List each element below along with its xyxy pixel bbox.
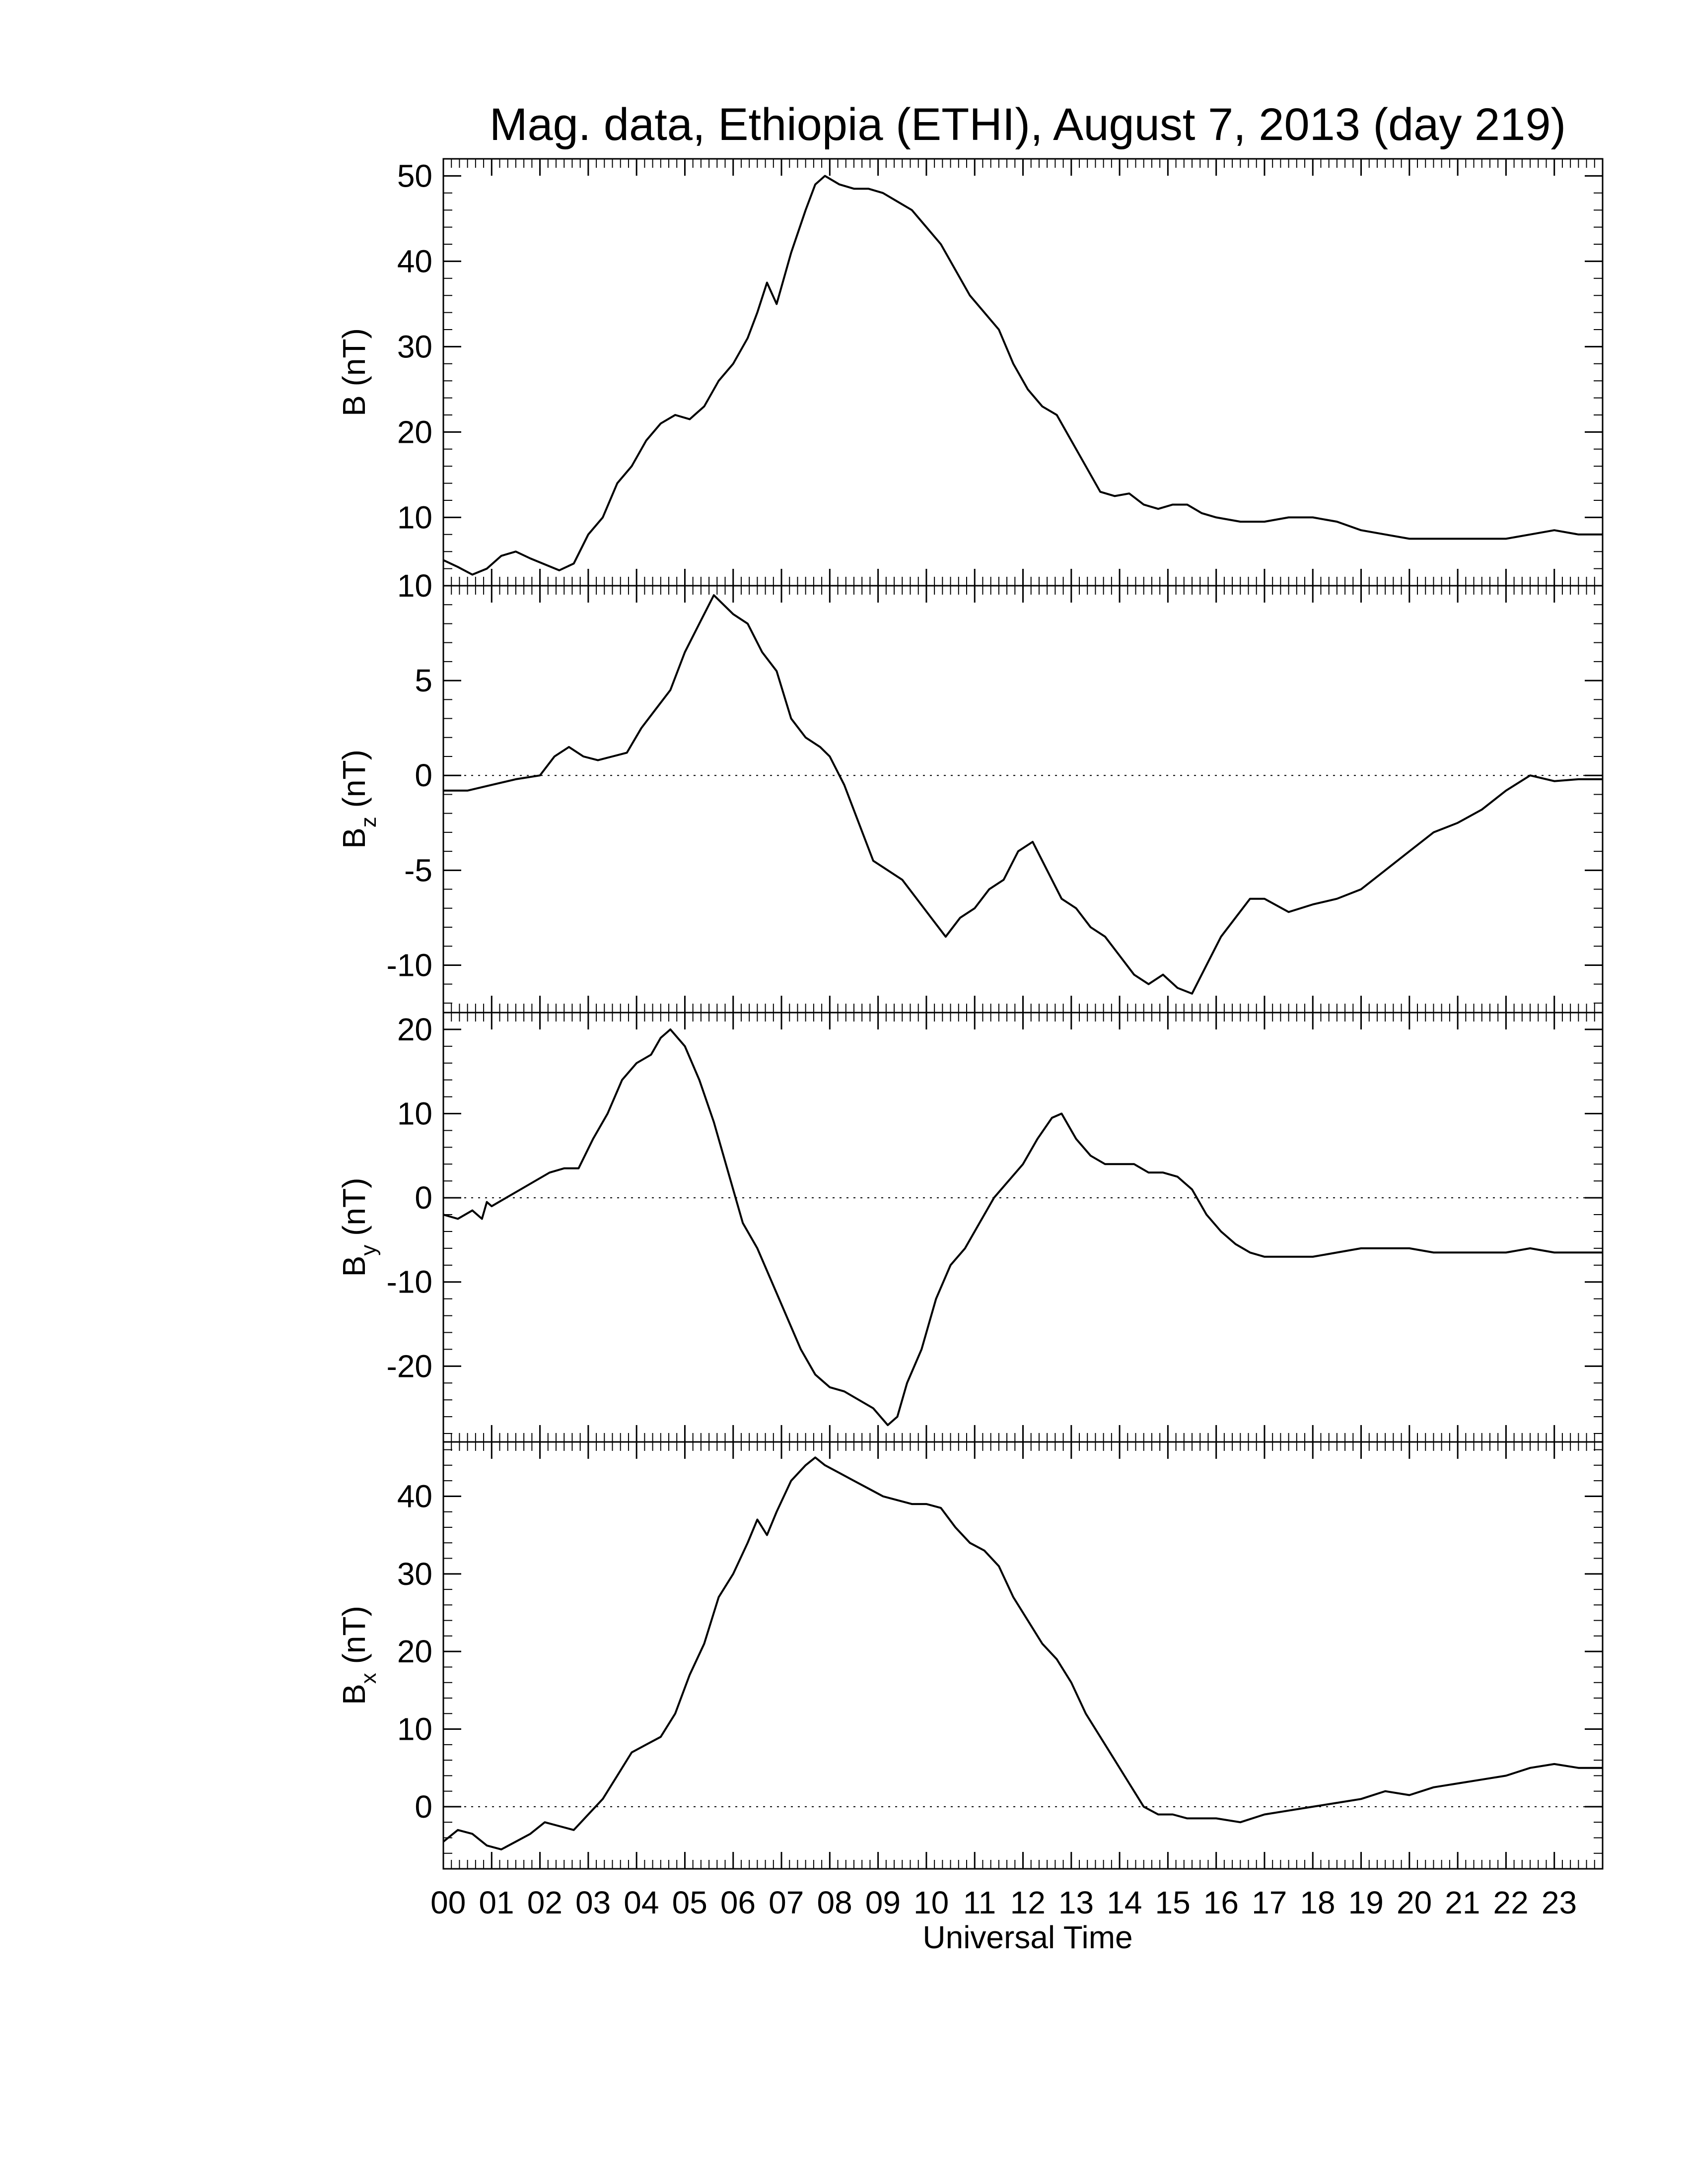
x-tick-label: 02 — [527, 1885, 563, 1920]
x-tick-label: 09 — [865, 1885, 901, 1920]
y-tick-label: 0 — [415, 1789, 432, 1825]
x-tick-label: 01 — [479, 1885, 514, 1920]
y-tick-label: 10 — [397, 1711, 432, 1747]
x-tick-label: 16 — [1203, 1885, 1239, 1920]
x-tick-label: 04 — [624, 1885, 659, 1920]
x-tick-label: 12 — [1010, 1885, 1046, 1920]
x-tick-label: 06 — [720, 1885, 756, 1920]
y-axis-label: By (nT) — [336, 1178, 381, 1277]
x-tick-label: 10 — [914, 1885, 949, 1920]
panel-Bz: -10 -5 0 5 10 Bz (nT) — [336, 568, 1604, 1014]
y-tick-label: -5 — [404, 852, 432, 888]
y-tick-label: 10 — [397, 499, 432, 535]
x-tick-label: 18 — [1300, 1885, 1335, 1920]
panel-frame — [442, 585, 1604, 1014]
y-tick-label: -20 — [387, 1348, 433, 1384]
panel-frame — [442, 1441, 1604, 1870]
y-tick-label: -10 — [387, 947, 433, 983]
x-tick-label: 03 — [575, 1885, 611, 1920]
panel-Bx: 0 10 20 30 40 Bx (nT) — [336, 1441, 1604, 1870]
x-tick-label: 07 — [769, 1885, 804, 1920]
y-tick-label: -10 — [387, 1264, 433, 1300]
y-tick-label: 10 — [397, 1096, 432, 1132]
panel-frame — [442, 1012, 1604, 1443]
x-tick-label: 23 — [1542, 1885, 1577, 1920]
y-axis-label: Bz (nT) — [336, 750, 381, 849]
y-tick-label: 20 — [397, 1012, 432, 1047]
y-axis-label: Bx (nT) — [336, 1606, 381, 1705]
panel-frame — [442, 158, 1604, 587]
x-tick-label: 21 — [1445, 1885, 1480, 1920]
y-tick-label: 20 — [397, 414, 432, 450]
y-tick-label: 30 — [397, 329, 432, 364]
series-line-Bz — [443, 594, 1603, 995]
x-tick-label: 08 — [817, 1885, 852, 1920]
x-tick-label: 22 — [1493, 1885, 1529, 1920]
x-tick-labels: 00 01 02 03 04 05 06 07 08 09 10 11 12 13 14 15 16 17 18 19… — [430, 1885, 1577, 1920]
series-line-B — [443, 175, 1603, 576]
x-tick-label: 14 — [1107, 1885, 1142, 1920]
y-tick-label: 5 — [415, 663, 432, 698]
panel-By: -20 -10 0 10 20 By (nT) — [336, 1012, 1604, 1443]
series-line-By — [443, 1028, 1603, 1427]
y-tick-label: 50 — [397, 158, 432, 194]
x-axis-label: Universal Time — [922, 1919, 1132, 1955]
x-tick-label: 05 — [672, 1885, 707, 1920]
y-tick-label: 0 — [415, 1180, 432, 1216]
y-tick-label: 0 — [415, 757, 432, 793]
x-tick-label: 15 — [1155, 1885, 1191, 1920]
y-axis-label: B (nT) — [336, 328, 372, 416]
chart-title: Mag. data, Ethiopia (ETHI), August 7, 20… — [490, 99, 1566, 150]
x-tick-label: 13 — [1058, 1885, 1094, 1920]
y-tick-label: 10 — [397, 568, 432, 604]
x-tick-label: 00 — [430, 1885, 466, 1920]
panels-group: 10 20 30 40 50 B (nT) -10 -5 0 5 10 Bz (nT) -20 -10 0 1… — [336, 158, 1604, 1870]
series-line-Bx — [442, 1456, 1603, 1850]
x-tick-label: 11 — [963, 1885, 996, 1920]
y-tick-label: 30 — [397, 1556, 432, 1592]
y-tick-label: 40 — [397, 243, 432, 279]
panel-B: 10 20 30 40 50 B (nT) — [336, 158, 1604, 587]
x-tick-label: 17 — [1252, 1885, 1287, 1920]
y-tick-label: 40 — [397, 1478, 432, 1514]
x-tick-label: 20 — [1397, 1885, 1432, 1920]
x-tick-label: 19 — [1348, 1885, 1384, 1920]
y-tick-label: 20 — [397, 1634, 432, 1669]
